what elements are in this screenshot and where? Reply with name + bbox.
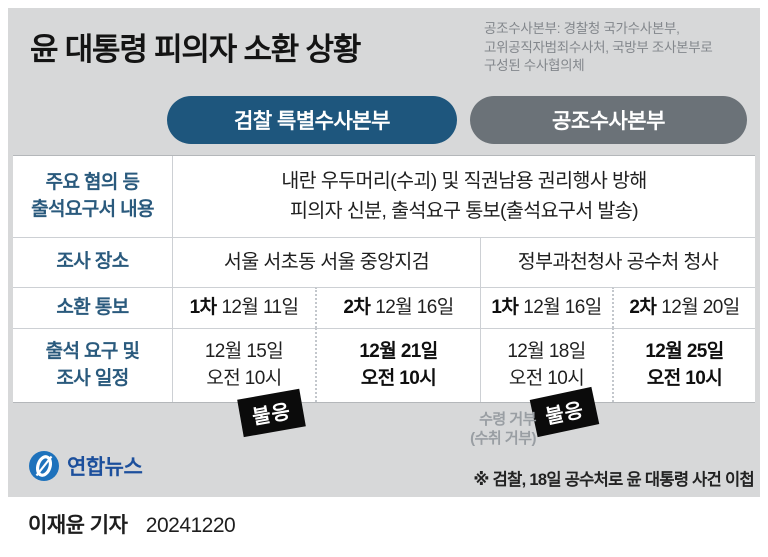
row-label-charges: 주요 혐의 등 출석요구서 내용	[13, 156, 173, 237]
byline-reporter: 이재윤 기자	[28, 514, 128, 537]
summons-order: 1차	[189, 296, 217, 318]
row-label-location: 조사 장소	[13, 237, 173, 287]
cell-schedule-joint-2: 12월 25일 오전 10시	[612, 328, 755, 402]
cell-schedule-prosecution-1: 12월 15일 오전 10시	[173, 328, 315, 402]
summons-date: 12월 16일	[375, 296, 454, 318]
page-title: 윤 대통령 피의자 소환 상황	[30, 32, 361, 67]
cell-summons-joint-1: 1차 12월 16일	[480, 287, 612, 328]
cell-schedule-prosecution-2: 12월 21일 오전 10시	[315, 328, 480, 402]
yonhap-logo-text: 연합뉴스	[67, 456, 143, 479]
summons-date: 12월 16일	[523, 296, 602, 318]
cell-location-joint: 정부과천청사 공수처 청사	[480, 237, 755, 287]
case-transfer-footnote: ※ 검찰, 18일 공수처로 윤 대통령 사건 이첩	[473, 471, 754, 489]
row-label-summons: 소환 통보	[13, 287, 173, 328]
cell-schedule-joint-1: 12월 18일 오전 10시	[480, 328, 612, 402]
summons-order: 1차	[491, 296, 519, 318]
row-label-schedule: 출석 요구 및 조사 일정	[13, 328, 173, 402]
byline-date: 20241220	[145, 514, 236, 537]
summons-order: 2차	[629, 296, 657, 318]
cell-summons-joint-2: 2차 12월 20일	[612, 287, 755, 328]
cell-summons-prosecution-1: 1차 12월 11일	[173, 287, 315, 328]
receipt-refusal-note: 수령 거부 (수취 거부)	[470, 411, 536, 448]
yonhap-logo: 연합뉴스	[28, 450, 143, 482]
summons-order: 2차	[343, 296, 371, 318]
column-header-joint: 공조수사본부	[470, 96, 747, 144]
cell-charges-content: 내란 우두머리(수괴) 및 직권남용 권리행사 방해 피의자 신분, 출석요구 …	[281, 170, 647, 222]
definition-note: 공조수사본부: 경찰청 국가수사본부, 고위공직자범죄수사처, 국방부 조사본부…	[484, 21, 713, 74]
cell-summons-prosecution-2: 2차 12월 16일	[315, 287, 480, 328]
summons-date: 12월 20일	[661, 296, 740, 318]
summons-date: 12월 11일	[221, 296, 299, 318]
yonhap-logo-icon	[29, 451, 59, 481]
cell-location-prosecution: 서울 서초동 서울 중앙지검	[173, 237, 480, 287]
summons-table: 주요 혐의 등 출석요구서 내용 내란 우두머리(수괴) 및 직권남용 권리행사…	[13, 155, 755, 403]
byline: 이재윤 기자 20241220	[28, 509, 236, 539]
column-header-prosecution: 검찰 특별수사본부	[167, 96, 457, 144]
